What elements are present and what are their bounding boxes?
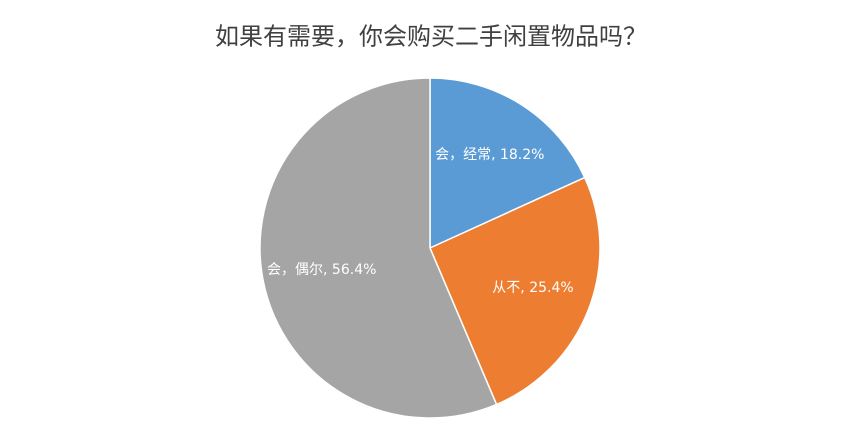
data-label: 会，偶尔, 56.4% bbox=[267, 262, 376, 278]
pie-slice bbox=[429, 77, 586, 250]
chart-title: 如果有需要，你会购买二手闲置物品吗？ bbox=[215, 23, 647, 51]
data-label: 从不, 25.4% bbox=[492, 280, 573, 296]
pie-slice bbox=[259, 77, 498, 419]
data-label: 会，经常, 18.2% bbox=[435, 147, 544, 163]
